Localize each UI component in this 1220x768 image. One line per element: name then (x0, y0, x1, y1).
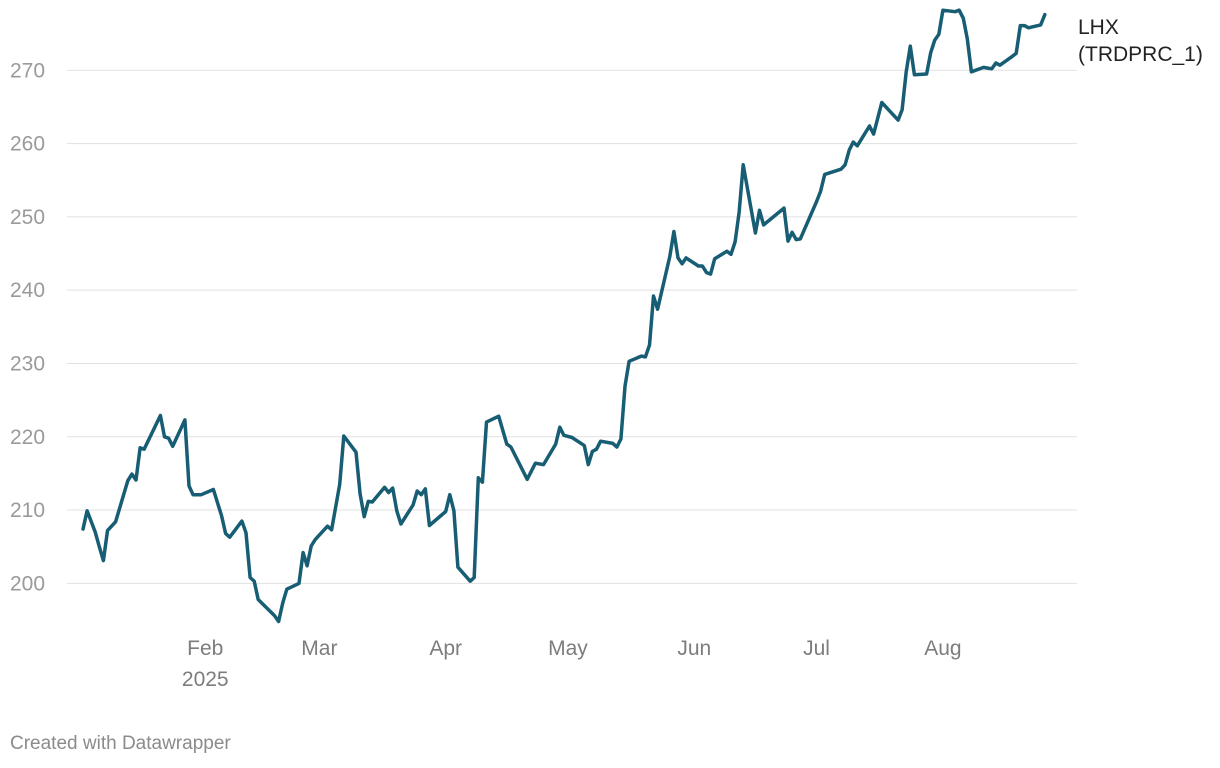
y-axis-ticks: 200 210 220 230 240 250 260 270 (10, 59, 45, 595)
y-tick-label: 230 (10, 352, 45, 375)
series-line-lhx (81, 8, 1047, 624)
x-tick-year-label: 2025 (182, 668, 229, 691)
x-axis-ticks: Feb 2025 Mar Apr May Jun Jul Aug (182, 637, 962, 691)
x-tick-label: Jun (677, 637, 711, 660)
y-tick-label: 250 (10, 206, 45, 229)
series-layer (81, 8, 1047, 624)
series-label-lhx: LHX (TRDPRC_1) (1078, 16, 1203, 66)
x-tick-label: Feb (187, 637, 223, 660)
y-tick-label: 270 (10, 59, 45, 82)
x-tick-label: Jul (803, 637, 830, 660)
x-tick-label: Mar (301, 637, 337, 660)
x-tick-label: Aug (924, 637, 961, 660)
series-label-line: (TRDPRC_1) (1078, 43, 1203, 66)
x-tick-label: Apr (429, 637, 462, 660)
x-tick-label: May (548, 637, 588, 660)
y-tick-label: 220 (10, 426, 45, 449)
datawrapper-credit: Created with Datawrapper (10, 733, 231, 754)
y-tick-label: 240 (10, 279, 45, 302)
series-label-group: LHX (TRDPRC_1) (1078, 16, 1203, 66)
y-tick-label: 260 (10, 133, 45, 156)
y-tick-label: 200 (10, 572, 45, 595)
series-label-line: LHX (1078, 16, 1119, 39)
y-tick-label: 210 (10, 499, 45, 522)
